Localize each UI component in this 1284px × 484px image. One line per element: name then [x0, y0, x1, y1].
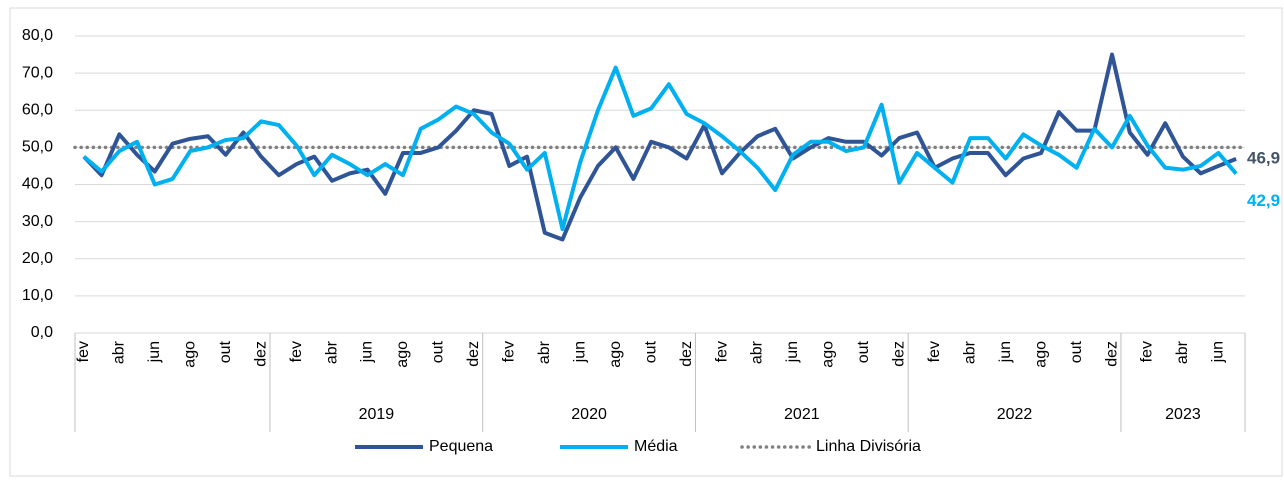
x-tick-label: out — [430, 340, 447, 363]
x-tick-label: out — [855, 340, 872, 363]
y-tick-label: 10,0 — [22, 287, 53, 304]
x-tick-label: jun — [997, 341, 1014, 363]
x-tick-label: fev — [926, 341, 943, 362]
y-tick-label: 60,0 — [22, 101, 53, 118]
x-tick-label: fev — [288, 341, 305, 362]
x-tick-label: out — [642, 340, 659, 363]
y-tick-label: 0,0 — [31, 324, 53, 341]
group-label: 2022 — [997, 406, 1033, 423]
y-tick-label: 30,0 — [22, 213, 53, 230]
x-tick-label: ago — [1032, 341, 1049, 368]
x-tick-label: fev — [501, 341, 518, 362]
y-tick-label: 20,0 — [22, 250, 53, 267]
x-tick-label: dez — [465, 341, 482, 367]
x-tick-label: abr — [536, 340, 553, 364]
y-tick-label: 80,0 — [22, 27, 53, 44]
x-tick-label: out — [217, 340, 234, 363]
y-tick-label: 40,0 — [22, 176, 53, 193]
y-tick-label: 50,0 — [22, 139, 53, 156]
x-tick-label: abr — [1174, 340, 1191, 364]
x-tick-label: dez — [891, 341, 908, 367]
x-tick-label: out — [1068, 340, 1085, 363]
legend-label: Média — [634, 438, 678, 455]
group-label: 2021 — [784, 406, 820, 423]
x-tick-label: dez — [678, 341, 695, 367]
group-label: 2019 — [359, 406, 395, 423]
y-tick-label: 70,0 — [22, 64, 53, 81]
end-label: 42,9 — [1247, 191, 1280, 210]
x-tick-label: jun — [1210, 341, 1227, 363]
x-tick-label: jun — [359, 341, 376, 363]
x-tick-label: abr — [323, 340, 340, 364]
x-tick-label: jun — [784, 341, 801, 363]
end-label: 46,9 — [1247, 148, 1280, 167]
x-tick-label: dez — [252, 341, 269, 367]
x-tick-label: fev — [713, 341, 730, 362]
group-label: 2023 — [1165, 406, 1201, 423]
x-tick-label: abr — [961, 340, 978, 364]
group-label: 2020 — [571, 406, 607, 423]
chart-frame — [9, 7, 1283, 477]
x-tick-label: ago — [181, 341, 198, 368]
x-tick-label: fev — [75, 341, 92, 362]
x-tick-label: ago — [607, 341, 624, 368]
legend-label: Pequena — [429, 438, 493, 455]
x-tick-label: ago — [820, 341, 837, 368]
x-tick-label: dez — [1103, 341, 1120, 367]
x-tick-label: jun — [146, 341, 163, 363]
x-tick-label: abr — [749, 340, 766, 364]
x-tick-label: jun — [571, 341, 588, 363]
legend-label: Linha Divisória — [816, 438, 921, 455]
x-tick-label: abr — [111, 340, 128, 364]
series-line — [82, 65, 1238, 232]
x-tick-label: ago — [394, 341, 411, 368]
x-tick-label: fev — [1139, 341, 1156, 362]
